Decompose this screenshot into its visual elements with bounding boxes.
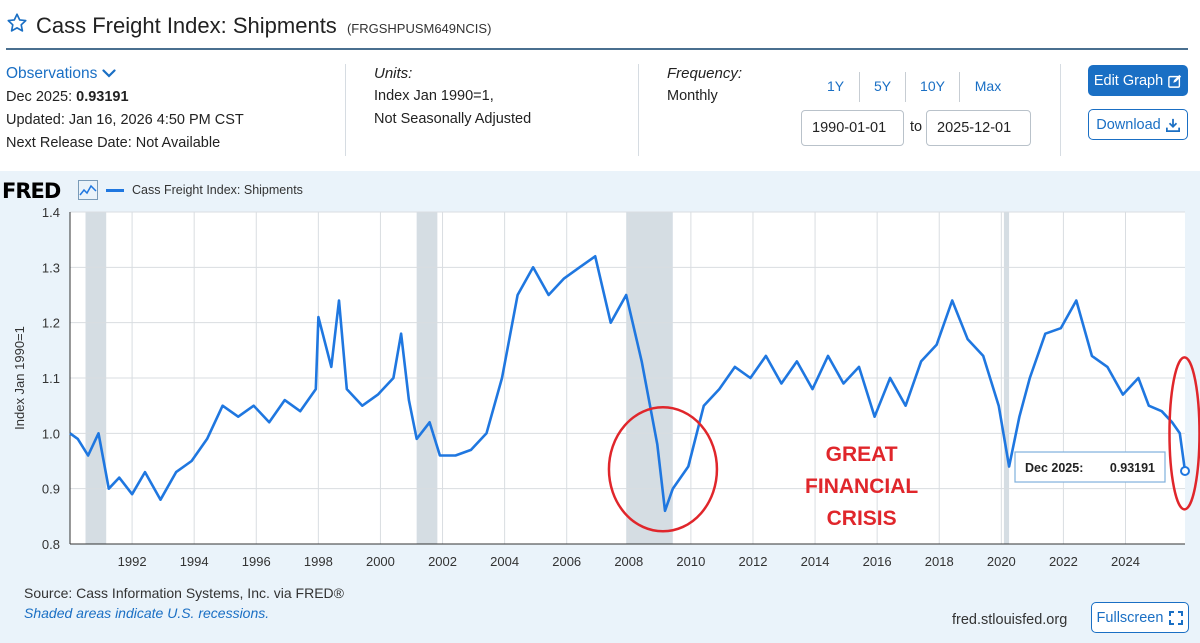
range-5y-button[interactable]: 5Y (860, 72, 906, 102)
fullscreen-label: Fullscreen (1096, 609, 1164, 626)
fred-chart-icon (78, 180, 98, 200)
series-id: (FRGSHPUSM649NCIS) (346, 21, 492, 36)
column-divider (638, 64, 639, 156)
latest-observation-value: 0.93191 (76, 89, 129, 105)
x-tick-label: 2022 (1049, 554, 1078, 569)
annotation-text: GREAT (826, 443, 898, 466)
column-divider (345, 64, 346, 156)
y-axis-title: Index Jan 1990=1 (12, 326, 27, 430)
chevron-down-icon (102, 69, 116, 78)
legend-label: Cass Freight Index: Shipments (132, 183, 303, 197)
x-tick-label: 2020 (987, 554, 1016, 569)
y-tick-label: 1.0 (42, 426, 60, 441)
x-tick-label: 2014 (801, 554, 830, 569)
latest-observation-date: Dec 2025: (6, 89, 73, 105)
series-title: Cass Freight Index: Shipments (36, 13, 337, 38)
series-line (69, 255, 1187, 513)
y-tick-label: 1.3 (42, 260, 60, 275)
end-date-input[interactable]: 2025-12-01 (926, 110, 1031, 146)
start-date-input[interactable]: 1990-01-01 (801, 110, 904, 146)
x-tick-label: 2018 (925, 554, 954, 569)
edit-graph-label: Edit Graph (1093, 72, 1164, 89)
download-label: Download (1096, 116, 1161, 133)
fred-url[interactable]: fred.stlouisfed.org (952, 612, 1068, 628)
page-title: Cass Freight Index: Shipments (FRGSHPUSM… (36, 13, 491, 39)
title-bar: Cass Freight Index: Shipments (FRGSHPUSM… (0, 0, 1200, 50)
recession-note: Shaded areas indicate U.S. recessions. (24, 605, 270, 621)
range-max-button[interactable]: Max (974, 78, 1002, 94)
download-button[interactable]: Download (1088, 109, 1188, 140)
units-line-2: Not Seasonally Adjusted (374, 111, 532, 127)
annotation-text: FINANCIAL (805, 475, 918, 498)
latest-highlight-ellipse (1168, 356, 1200, 511)
observations-panel: Observations Dec 2025: 0.93191 Updated: … (6, 62, 244, 155)
x-tick-label: 2016 (863, 554, 892, 569)
y-tick-label: 0.8 (42, 537, 60, 552)
x-tick-label: 2004 (490, 554, 519, 569)
updated-text: Updated: Jan 16, 2026 4:50 PM CST (6, 112, 244, 128)
frequency-value: Monthly (667, 88, 718, 104)
x-tick-label: 2000 (366, 554, 395, 569)
data-tooltip: Dec 2025: 0.93191 (1014, 451, 1166, 483)
fullscreen-button[interactable]: Fullscreen (1091, 602, 1189, 633)
column-divider (1060, 64, 1061, 156)
gfc-highlight-ellipse (607, 406, 719, 533)
line-chart[interactable]: 0.8 0.9 1.0 1.1 1.2 1.3 1.4 1992 1994 1996 1998 200… (0, 200, 1200, 572)
annotation-text: CRISIS (827, 507, 897, 530)
frequency-panel: Frequency: Monthly (667, 62, 742, 108)
units-label: Units: (374, 65, 413, 82)
download-icon (1165, 118, 1180, 132)
edit-graph-button[interactable]: Edit Graph (1088, 65, 1188, 96)
latest-observation: Dec 2025: 0.93191 (6, 86, 244, 109)
source-text: Source: Cass Information Systems, Inc. v… (24, 585, 344, 601)
fullscreen-icon (1169, 610, 1184, 625)
title-divider (6, 48, 1188, 50)
x-tick-label: 2008 (614, 554, 643, 569)
star-icon[interactable] (6, 12, 28, 34)
tooltip-box (1014, 451, 1166, 483)
x-tick-label: 1996 (242, 554, 271, 569)
range-10y-button[interactable]: 10Y (906, 72, 960, 102)
x-tick-label: 1998 (304, 554, 333, 569)
latest-point-marker (1180, 466, 1190, 477)
chart-legend: Cass Freight Index: Shipments (106, 183, 303, 197)
tooltip-value: 0.93191 (1110, 461, 1155, 475)
y-tick-label: 1.2 (42, 316, 60, 331)
legend-swatch (106, 188, 124, 192)
y-tick-label: 1.1 (42, 371, 60, 386)
x-tick-label: 2010 (676, 554, 705, 569)
x-tick-label: 1992 (118, 554, 147, 569)
observations-label: Observations (6, 65, 98, 82)
pencil-icon (1168, 74, 1182, 88)
observations-dropdown[interactable]: Observations (6, 62, 116, 85)
next-release-text: Next Release Date: Not Available (6, 135, 221, 151)
y-tick-label: 0.9 (42, 482, 60, 497)
range-selector: 1Y 5Y 10Y Max (812, 72, 1016, 102)
units-line-1: Index Jan 1990=1, (374, 88, 494, 104)
x-tick-label: 2006 (552, 554, 581, 569)
units-panel: Units: Index Jan 1990=1, Not Seasonally … (374, 62, 531, 131)
x-tick-label: 2002 (428, 554, 457, 569)
x-tick-label: 1994 (180, 554, 209, 569)
fred-logo: FRED (2, 179, 61, 203)
frequency-label: Frequency: (667, 65, 743, 82)
x-tick-label: 2012 (739, 554, 768, 569)
date-range-to-label: to (910, 119, 923, 135)
y-tick-label: 1.4 (42, 205, 60, 220)
x-tick-label: 2024 (1111, 554, 1140, 569)
tooltip-date: Dec 2025: (1025, 461, 1083, 475)
range-1y-button[interactable]: 1Y (812, 72, 860, 102)
